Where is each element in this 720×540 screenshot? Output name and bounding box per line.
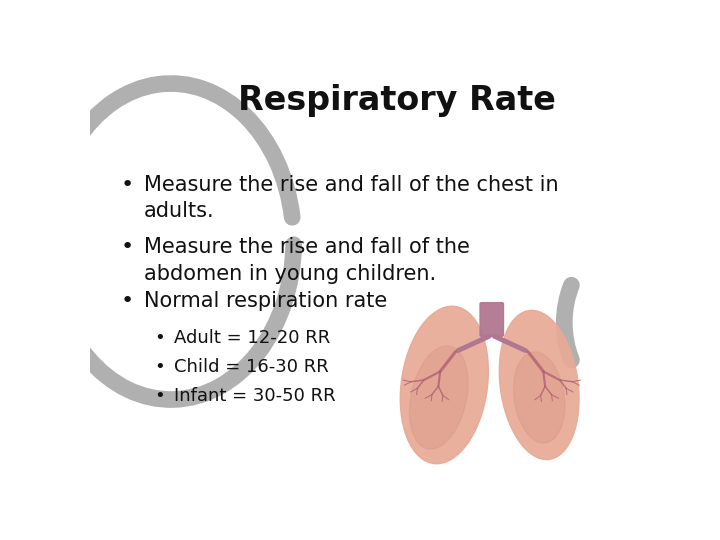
Text: Normal respiration rate: Normal respiration rate bbox=[144, 292, 387, 312]
Text: Respiratory Rate: Respiratory Rate bbox=[238, 84, 556, 117]
Ellipse shape bbox=[499, 310, 579, 460]
Text: •: • bbox=[121, 175, 134, 195]
Text: •: • bbox=[121, 292, 134, 312]
Text: Measure the rise and fall of the
abdomen in young children.: Measure the rise and fall of the abdomen… bbox=[144, 238, 470, 284]
Text: •: • bbox=[121, 238, 134, 258]
Ellipse shape bbox=[410, 346, 468, 449]
Text: Measure the rise and fall of the chest in
adults.: Measure the rise and fall of the chest i… bbox=[144, 175, 559, 221]
Ellipse shape bbox=[513, 352, 564, 443]
Text: •: • bbox=[154, 329, 165, 347]
Text: Adult = 12-20 RR: Adult = 12-20 RR bbox=[174, 329, 330, 347]
Ellipse shape bbox=[400, 306, 488, 464]
Text: Child = 16-30 RR: Child = 16-30 RR bbox=[174, 358, 328, 376]
Text: •: • bbox=[154, 358, 165, 376]
FancyBboxPatch shape bbox=[480, 302, 503, 336]
Text: Infant = 30-50 RR: Infant = 30-50 RR bbox=[174, 387, 336, 405]
Text: •: • bbox=[154, 387, 165, 405]
